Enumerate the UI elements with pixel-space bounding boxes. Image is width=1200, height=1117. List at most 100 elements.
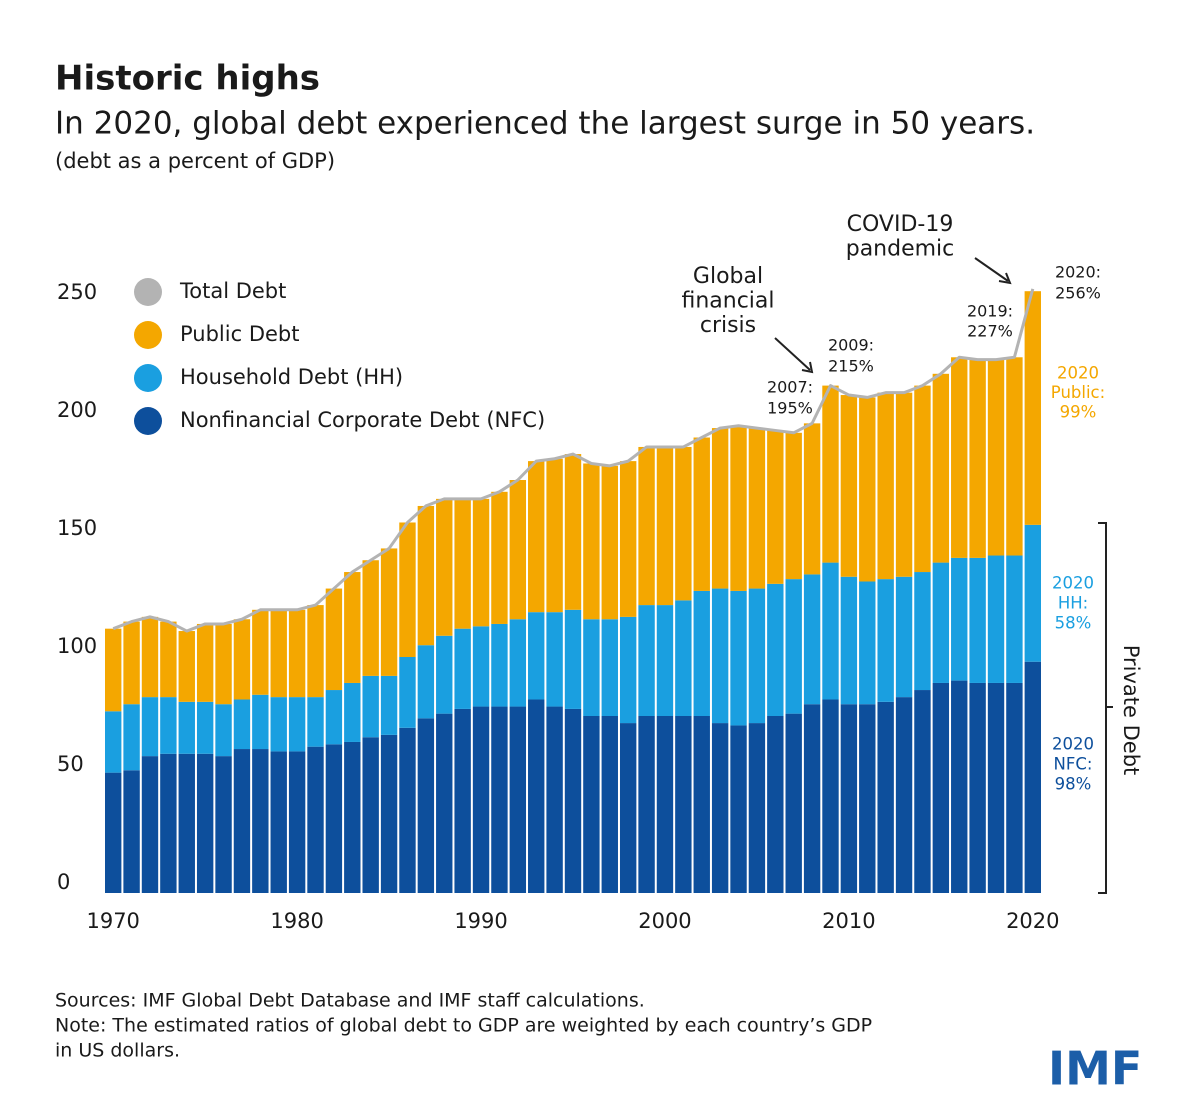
annotation: Public: (1051, 383, 1105, 402)
bar-segment (987, 359, 1005, 556)
bar-segment (675, 716, 692, 893)
bar-segment (178, 631, 195, 702)
bar-segment (233, 749, 251, 893)
bar-segment (969, 682, 986, 893)
annotation: Global (693, 264, 763, 289)
bar-segment (748, 723, 766, 893)
annotation: 2020 (1057, 364, 1099, 383)
legend-marker (134, 278, 162, 306)
bar-segment (491, 491, 508, 624)
x-tick-label: 1980 (270, 909, 323, 933)
legend-label: Total Debt (179, 279, 286, 303)
bar-segment (583, 463, 600, 620)
bar-segment (730, 590, 747, 726)
annotation: 98% (1055, 775, 1092, 794)
bar-segment (711, 428, 729, 589)
bar-segment (619, 461, 637, 617)
bar-segment (711, 723, 729, 893)
unit-note: (debt as a percent of GDP) (55, 149, 335, 173)
bracket-label: Private Debt (1119, 645, 1143, 776)
bar-segment (693, 590, 710, 716)
bar-segment (932, 682, 950, 893)
bar-segment (399, 657, 416, 728)
bar-segment (325, 690, 343, 745)
y-tick-label: 100 (57, 634, 97, 658)
annotation: 99% (1060, 403, 1097, 422)
bar-segment (619, 616, 637, 724)
annotation: financial (681, 289, 774, 314)
x-tick-label: 2020 (1006, 909, 1059, 933)
bar-segment (344, 682, 361, 742)
bar-segment (1006, 682, 1023, 893)
bar-segment (601, 619, 618, 716)
annotation: HH: (1058, 594, 1088, 613)
bar-segment (546, 706, 563, 893)
bar-segment (932, 373, 950, 563)
bar-segment (785, 713, 802, 893)
bar-segment (583, 716, 600, 893)
bar-segment (233, 619, 251, 700)
bar-segment (252, 609, 269, 695)
x-tick-label: 2010 (822, 909, 875, 933)
bar-segment (105, 628, 122, 712)
bar-segment (105, 711, 122, 773)
bar-segment (472, 706, 490, 893)
x-tick-label: 1970 (86, 909, 139, 933)
bar-segment (987, 555, 1005, 683)
bar-segment (675, 600, 692, 716)
bar-segment (472, 626, 490, 707)
bar-segment (914, 690, 931, 893)
bar-segment (105, 772, 122, 893)
chart-subtitle: In 2020, global debt experienced the lar… (55, 106, 1035, 142)
y-tick-label: 200 (57, 398, 97, 422)
bar-segment (141, 697, 159, 757)
bar-segment (307, 697, 324, 747)
bar-segment (546, 612, 563, 707)
bar-segment (969, 359, 986, 558)
bar-segment (693, 716, 710, 893)
bar-segment (583, 619, 600, 716)
bar-segment (215, 623, 232, 705)
bar-segment (160, 621, 177, 698)
bar-segment (564, 454, 582, 610)
y-tick-label: 150 (57, 516, 97, 540)
source-note: Sources: IMF Global Debt Database and IM… (55, 990, 645, 1012)
bar-segment (564, 609, 582, 709)
bar-segment (803, 574, 821, 705)
bar-segment (196, 753, 214, 893)
bar-segment (233, 699, 251, 750)
y-tick-label: 250 (57, 280, 97, 304)
bar-segment (895, 576, 913, 698)
bar-segment (951, 357, 968, 558)
bar-segment (344, 741, 361, 893)
bar-segment (252, 749, 269, 893)
bar-segment (528, 612, 545, 700)
annotation: 2009: (828, 336, 874, 355)
annotation: 256% (1055, 284, 1101, 303)
bar-segment (822, 562, 839, 700)
annotation: COVID-19 (847, 212, 954, 237)
bar-segment (803, 423, 821, 575)
bar-segment (877, 701, 894, 893)
legend-label: Household Debt (HH) (180, 365, 403, 389)
bar-segment (270, 697, 287, 752)
bar-segment (767, 716, 784, 893)
bracket (1098, 522, 1113, 894)
bar-segment (417, 505, 435, 646)
bar-segment (638, 605, 655, 716)
bar-segment (362, 737, 379, 893)
bar-segment (178, 753, 195, 893)
bar-segment (528, 699, 545, 893)
y-tick-label: 0 (57, 870, 70, 894)
bar-segment (215, 756, 232, 893)
bar-segment (638, 446, 655, 606)
bar-segment (417, 645, 435, 719)
annotation: 2019: (967, 302, 1013, 321)
bar-segment (454, 708, 471, 893)
annotation: pandemic (846, 237, 955, 262)
bar-segment (307, 605, 324, 698)
annotation: NFC: (1054, 755, 1093, 774)
legend-marker (134, 321, 162, 349)
bar-segment (436, 498, 453, 636)
